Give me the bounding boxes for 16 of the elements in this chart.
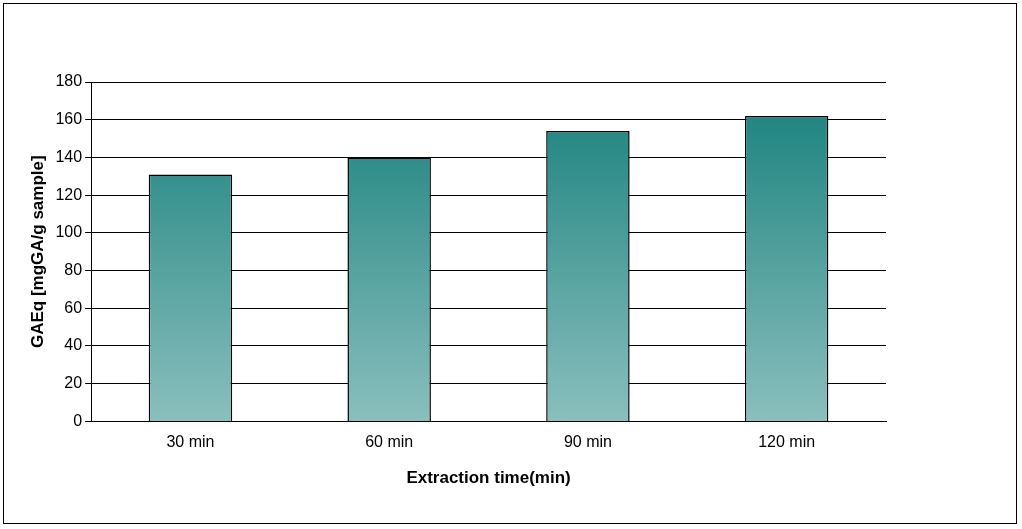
y-tick-label: 180 xyxy=(55,72,83,90)
y-tick-label: 80 xyxy=(64,260,83,278)
y-axis-title: GAEq [mgGA/g sample] xyxy=(27,155,47,349)
y-tick-label: 60 xyxy=(64,298,83,316)
x-axis-title: Extraction time(min) xyxy=(406,468,571,488)
y-tick-label: 20 xyxy=(64,374,83,392)
y-tick-label: 0 xyxy=(73,411,83,429)
x-tick-label: 30 min xyxy=(166,433,215,451)
y-tick-label: 140 xyxy=(55,147,83,165)
x-tick-label: 90 min xyxy=(563,433,612,451)
y-tick-label: 120 xyxy=(55,185,83,203)
y-tick-label: 100 xyxy=(55,223,83,241)
x-tick-label: 60 min xyxy=(365,433,414,451)
y-tick-label: 40 xyxy=(64,336,83,354)
y-tick-label: 160 xyxy=(55,110,83,128)
x-tick-label: 120 min xyxy=(758,433,816,451)
